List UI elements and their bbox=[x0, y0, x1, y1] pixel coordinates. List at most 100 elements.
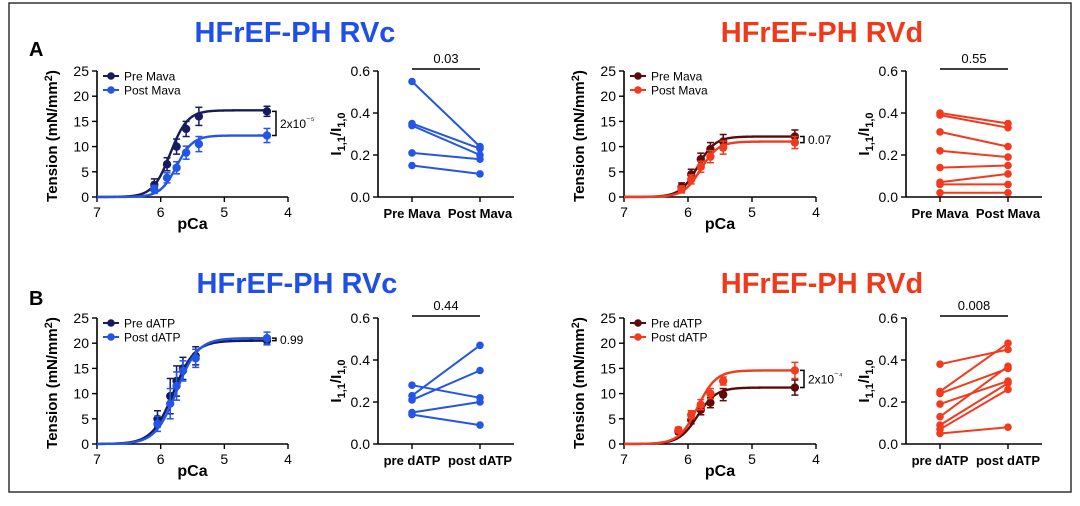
a-rvc-tension-legend-label: Pre Mava bbox=[124, 70, 176, 84]
b-rvc-tension-data-point bbox=[172, 381, 181, 391]
a-rvc-tension-comparison-bracket bbox=[272, 110, 277, 137]
b-rvd-ratio-category-label: post dATP bbox=[976, 453, 1040, 468]
a-rvc-tension-data-point bbox=[262, 131, 272, 140]
a-rvd-ratio-pair-line bbox=[939, 112, 1009, 125]
b-rvc-tension-y-tick-label: 15 bbox=[73, 360, 89, 376]
b-rvd-ratio-ylabel: I1,1/I1,0 bbox=[856, 359, 876, 402]
a-rvc-tension-y-tick-label: 10 bbox=[73, 139, 89, 155]
a-rvd-tension-y-tick-label: 0 bbox=[608, 189, 616, 205]
b-rvc-tension-y-tick-label: 10 bbox=[73, 386, 89, 402]
a-rvc-ratio-pair-line bbox=[411, 122, 481, 150]
b-rvc-ratio-category-label: post dATP bbox=[448, 453, 512, 468]
b-rvd-tension-y-tick-label: 25 bbox=[600, 310, 616, 326]
a-rvc-ratio-category-label: Pre Mava bbox=[383, 206, 441, 221]
a-rvd-tension-ylabel: Tension (mN/mm2) bbox=[570, 70, 588, 202]
a-rvd-tension-data-point bbox=[677, 185, 686, 194]
a-rvc-ratio-pre-point bbox=[408, 77, 416, 86]
a-rvd-tension-legend-label: Post Mava bbox=[651, 84, 708, 98]
a-rvc-ratio-pair-line bbox=[411, 164, 481, 175]
a-rvd-ratio-post-point bbox=[1004, 170, 1012, 178]
a-rvc-tension-y-tick-label: 20 bbox=[73, 88, 89, 104]
a-rvd-ratio-post-point bbox=[1004, 123, 1012, 132]
b-rvd-tension-legend-label: Pre dATP bbox=[651, 317, 702, 331]
a-rvd-tension-legend-label: Pre Mava bbox=[651, 70, 703, 84]
b-rvd-tension-legend-label: Post dATP bbox=[651, 331, 707, 345]
a-rvd-tension-data-point bbox=[687, 175, 696, 184]
b-rvc-tension-comparison-label: 0.99 bbox=[280, 333, 304, 347]
b-rvc-tension-data-point bbox=[262, 333, 272, 343]
a-rvd-tension-legend-marker bbox=[634, 86, 642, 94]
b-rvd-ratio-pair-line bbox=[939, 426, 1009, 435]
a-rvc-ratio-pre-point bbox=[408, 121, 416, 130]
a-rvc-tension-x-tick-label: 5 bbox=[220, 204, 228, 220]
b-rvc-tension-legend-marker bbox=[107, 319, 115, 327]
a-rvd-tension-x-tick-label: 4 bbox=[812, 204, 820, 220]
b-rvc-ratio-y-tick-label: 0.0 bbox=[351, 436, 371, 452]
b-rvd-ratio-pre-point bbox=[936, 389, 944, 398]
a-rvd-tension-comparison-label: 0.07 bbox=[808, 133, 832, 147]
a-rvd-ratio-post-point bbox=[1004, 189, 1012, 197]
a-rvc-tension-y-tick-label: 0 bbox=[81, 189, 89, 205]
b-rvd-ratio-pair-line bbox=[939, 348, 1009, 366]
b-rvd-title: HFrEF-PH RVd bbox=[721, 268, 923, 300]
b-rvd-tension-comparison-label: 2x10⁻⁴ bbox=[808, 370, 843, 386]
a-rvd-ratio-pre-point bbox=[936, 147, 944, 155]
a-rvd-ratio-p-value: 0.55 bbox=[961, 51, 986, 66]
b-rvd-ratio-pre-point bbox=[936, 429, 944, 438]
b-rvd-ratio-pair-line bbox=[939, 367, 1009, 395]
chart-b-rvd-ratio: 0.0 0.2 0.4 0.6 pre dATP post dATP I1,1/I1,0 0.… bbox=[856, 298, 1042, 468]
a-rvd-tension-data-point bbox=[696, 162, 705, 171]
b-rvd-tension-data-point bbox=[719, 390, 728, 399]
a-rvd-ratio-pre-point bbox=[936, 163, 944, 172]
a-rvd-tension-y-tick-label: 15 bbox=[600, 113, 616, 129]
a-rvd-ratio-pre-point bbox=[936, 189, 944, 197]
b-rvd-tension-y-tick-label: 0 bbox=[608, 436, 616, 452]
b-rvc-tension-data-point bbox=[153, 419, 162, 429]
b-rvc-ratio-post-point bbox=[476, 421, 484, 429]
b-rvd-ratio-post-point bbox=[1004, 345, 1012, 354]
a-rvd-ratio-pre-point bbox=[936, 128, 944, 136]
b-rvd-tension-data-point bbox=[790, 366, 800, 375]
b-rvc-tension-fit-curve bbox=[97, 339, 267, 446]
chart-a-rvc-tension: 0 5 10 15 20 25 7 6 5 4 pCa Tension (mN/mm2) Pre Mav… bbox=[43, 63, 315, 233]
b-rvc-tension-x-tick-label: 5 bbox=[220, 451, 228, 467]
a-rvd-ratio-post-point bbox=[1004, 153, 1012, 161]
a-rvd-ratio-post-point bbox=[1004, 142, 1012, 151]
b-rvd-tension-x-tick-label: 5 bbox=[748, 451, 756, 467]
b-rvc-ratio-y-tick-label: 0.2 bbox=[351, 394, 371, 410]
b-rvc-ratio-pair-line bbox=[411, 344, 481, 397]
b-rvc-title: HFrEF-PH RVc bbox=[197, 268, 398, 300]
b-rvc-ratio-pair-line bbox=[411, 413, 481, 427]
b-rvd-ratio-p-value: 0.008 bbox=[958, 298, 991, 313]
b-rvd-ratio-pair-line bbox=[939, 388, 1009, 431]
a-rvc-tension-fit-curve bbox=[97, 109, 267, 199]
b-rvc-tension-data-point bbox=[191, 354, 200, 363]
b-rvc-ratio-y-tick-label: 0.4 bbox=[351, 352, 371, 368]
a-rvc-ratio-y-tick-label: 0.4 bbox=[351, 105, 371, 121]
b-rvd-tension-legend-marker bbox=[634, 333, 642, 341]
b-rvc-ratio-pre-point bbox=[408, 381, 416, 390]
a-rvd-ratio-y-tick-label: 0.2 bbox=[879, 147, 899, 163]
a-rvd-ratio-pair-line bbox=[939, 164, 1009, 169]
b-rvc-tension-legend-label: Post dATP bbox=[124, 331, 180, 345]
panel-label-a: A bbox=[29, 39, 43, 61]
a-rvc-tension-x-tick-label: 6 bbox=[157, 204, 165, 220]
b-rvc-ratio-post-point bbox=[476, 366, 484, 375]
a-rvd-tension-data-point bbox=[706, 152, 715, 161]
a-rvc-tension-data-point bbox=[194, 139, 204, 149]
a-rvc-ratio-post-point bbox=[476, 155, 484, 163]
a-rvc-tension-xlabel: pCa bbox=[177, 216, 207, 233]
a-rvd-ratio-category-label: Post Mava bbox=[976, 206, 1041, 221]
a-rvc-ratio-y-tick-label: 0.0 bbox=[351, 189, 371, 205]
b-rvd-ratio-pair-line bbox=[939, 342, 1009, 393]
a-rvd-tension-y-tick-label: 20 bbox=[600, 88, 616, 104]
a-rvd-ratio-post-point bbox=[1004, 161, 1012, 170]
a-rvc-tension-y-tick-label: 25 bbox=[73, 63, 89, 79]
a-rvd-tension-x-tick-label: 7 bbox=[620, 204, 628, 220]
a-rvc-tension-data-point bbox=[262, 107, 272, 116]
a-rvc-tension-fit-curve bbox=[97, 134, 267, 199]
b-rvc-tension-xlabel: pCa bbox=[177, 463, 207, 480]
a-rvc-tension-y-tick-label: 15 bbox=[73, 113, 89, 129]
b-rvd-ratio-post-point bbox=[1004, 423, 1012, 432]
